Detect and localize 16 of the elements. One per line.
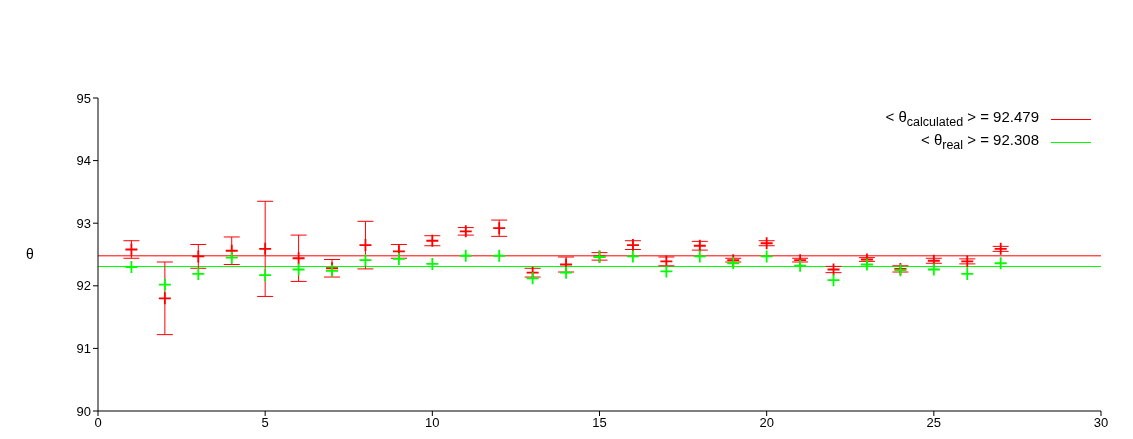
x-tick-label: 20 [759,415,774,431]
x-tick-label: 15 [592,415,607,431]
x-tick-label: 25 [926,415,942,431]
x-tick-label: 10 [425,415,440,431]
x-tick-label: 0 [94,415,102,431]
y-tick-label: 93 [76,215,91,231]
y-axis-title: θ [26,246,34,263]
legend-label: < θ$_{real}$ > = 92.308 [920,131,1039,154]
y-tick-label: 95 [76,90,91,106]
y-tick-label: 92 [76,278,91,294]
y-tick-label: 90 [76,403,91,419]
legend-label: < θ$_{calculated}$ > = 92.479 [885,108,1039,131]
x-tick-label: 30 [1093,415,1109,431]
x-tick-label: 5 [261,415,269,431]
y-tick-label: 91 [76,341,91,357]
y-tick-label: 94 [76,153,91,169]
